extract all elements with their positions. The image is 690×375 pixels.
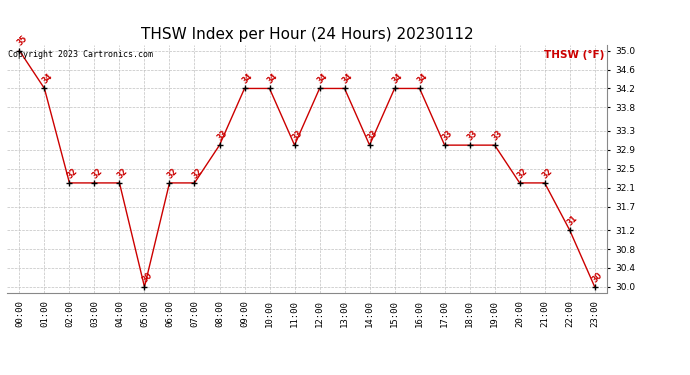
Text: 32: 32: [166, 166, 179, 180]
Text: 33: 33: [466, 129, 480, 142]
Text: 32: 32: [190, 166, 204, 180]
Text: 30: 30: [591, 270, 604, 284]
Text: 34: 34: [391, 72, 404, 86]
Text: 34: 34: [315, 72, 329, 86]
Text: 34: 34: [266, 72, 279, 86]
Text: 33: 33: [440, 129, 454, 142]
Text: 34: 34: [340, 72, 354, 86]
Text: 34: 34: [240, 72, 254, 86]
Text: THSW (°F): THSW (°F): [544, 50, 604, 60]
Text: 33: 33: [491, 129, 504, 142]
Text: 34: 34: [415, 72, 429, 86]
Title: THSW Index per Hour (24 Hours) 20230112: THSW Index per Hour (24 Hours) 20230112: [141, 27, 473, 42]
Text: 32: 32: [540, 166, 554, 180]
Text: 34: 34: [40, 72, 54, 86]
Text: 32: 32: [90, 166, 104, 180]
Text: 33: 33: [215, 129, 229, 142]
Text: 33: 33: [290, 129, 304, 142]
Text: 31: 31: [566, 214, 580, 227]
Text: 32: 32: [115, 166, 129, 180]
Text: 35: 35: [15, 34, 29, 48]
Text: 32: 32: [66, 166, 79, 180]
Text: 33: 33: [366, 129, 380, 142]
Text: 30: 30: [140, 270, 154, 284]
Text: Copyright 2023 Cartronics.com: Copyright 2023 Cartronics.com: [8, 50, 153, 59]
Text: 32: 32: [515, 166, 529, 180]
